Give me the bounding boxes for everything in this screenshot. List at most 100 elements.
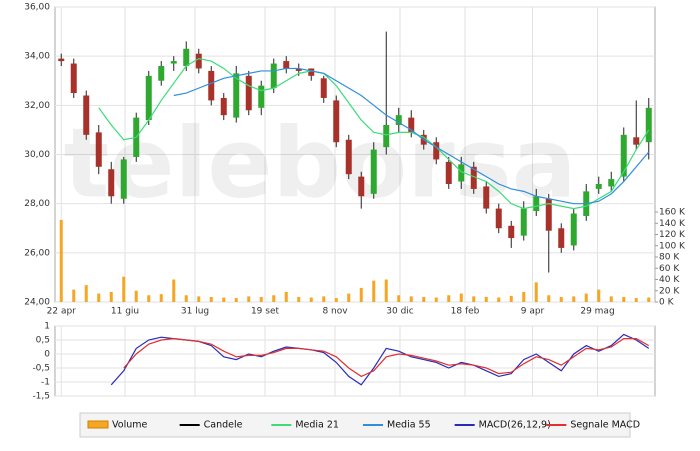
y-tick-label: -1 — [41, 378, 50, 388]
y2-tick-label: 0 K — [659, 298, 675, 308]
candle-body — [495, 208, 502, 229]
volume-bar — [522, 291, 526, 302]
legend-label: Media 21 — [295, 420, 339, 431]
candle-body — [433, 142, 440, 160]
candle-body — [595, 184, 602, 189]
candle-body — [520, 208, 527, 236]
volume-bar — [247, 296, 251, 302]
x-tick-label: 30 dic — [386, 307, 414, 317]
volume-bar — [447, 295, 451, 302]
volume-bar — [84, 285, 88, 302]
legend-item: Media 55 — [363, 420, 431, 431]
volume-bar — [59, 219, 63, 302]
candle-body — [208, 70, 215, 101]
y-tick-label: -1,5 — [32, 392, 50, 402]
candle-body — [333, 100, 340, 143]
macd-frame — [54, 325, 656, 397]
volume-bar — [609, 296, 613, 302]
volume-bar — [572, 296, 576, 302]
legend-label: Volume — [112, 420, 147, 431]
volume-bar — [559, 296, 563, 302]
volume-bar — [472, 296, 476, 302]
volume-bar — [497, 297, 501, 302]
y-tick-label: 0,5 — [36, 336, 50, 346]
candle-body — [470, 166, 477, 189]
candle-body — [533, 196, 540, 212]
candle-body — [145, 75, 152, 121]
candle-body — [370, 149, 377, 194]
candle-body — [245, 75, 252, 111]
candle-body — [170, 61, 177, 64]
candle-body — [120, 159, 127, 199]
candle-body — [483, 186, 490, 209]
volume-bar — [272, 295, 276, 302]
y-tick-label: 24,00 — [24, 298, 50, 308]
candle-body — [283, 61, 290, 69]
candle-body — [83, 95, 90, 135]
volume-bar — [197, 296, 201, 302]
volume-bar — [334, 298, 338, 302]
volume-bar — [397, 295, 401, 302]
y-tick-label: 32,00 — [24, 101, 50, 111]
volume-bar — [322, 296, 326, 302]
candle-body — [95, 132, 102, 167]
candle-body — [395, 115, 402, 125]
y-tick-label: -0,5 — [32, 364, 50, 374]
volume-bar — [647, 297, 651, 302]
candle-body — [445, 161, 452, 184]
candle-body — [158, 66, 165, 81]
volume-bar — [122, 276, 126, 302]
legend-item: Media 21 — [271, 420, 339, 431]
candle-body — [408, 117, 415, 133]
volume-bar — [134, 290, 138, 302]
volume-bar — [172, 279, 176, 302]
volume-bar — [284, 291, 288, 302]
x-tick-label: 11 giu — [111, 307, 139, 317]
legend-item: MACD(26,12,9) — [454, 420, 551, 431]
legend-item: Volume — [87, 420, 147, 431]
y-tick-label: 28,00 — [24, 199, 50, 209]
legend — [79, 412, 631, 438]
y2-tick-label: 140 K — [659, 219, 686, 229]
x-tick-label: 18 feb — [451, 307, 480, 317]
y-tick-label: 1 — [44, 322, 50, 332]
x-tick-label: 19 set — [251, 307, 280, 317]
volume-bar — [259, 296, 263, 302]
candle-body — [233, 73, 240, 118]
volume-bar — [534, 282, 538, 302]
candle-body — [270, 63, 277, 89]
y2-tick-label: 160 K — [659, 208, 686, 218]
volume-bar — [109, 291, 113, 302]
candle-body — [345, 139, 352, 175]
candle-body — [108, 169, 115, 197]
candle-body — [620, 134, 627, 177]
volume-bar — [309, 297, 313, 302]
y-tick-label: 36,00 — [24, 3, 50, 13]
y2-tick-label: 80 K — [659, 253, 680, 263]
volume-bar — [147, 295, 151, 302]
candle-body — [308, 68, 315, 76]
volume-bar — [509, 295, 513, 302]
y-tick-label: 30,00 — [24, 150, 50, 160]
legend-item: Segnale MACD — [546, 420, 640, 431]
legend-swatch — [87, 420, 109, 429]
x-tick-label: 22 apr — [47, 307, 77, 317]
y2-tick-label: 120 K — [659, 230, 686, 240]
volume-bar — [597, 289, 601, 302]
legend-label: MACD(26,12,9) — [479, 420, 551, 431]
candle-body — [383, 125, 390, 148]
line-series — [123, 337, 650, 378]
volume-bar — [97, 293, 101, 302]
volume-bar — [234, 298, 238, 302]
candle-body — [645, 107, 652, 143]
volume-bar — [547, 295, 551, 302]
volume-bar — [422, 296, 426, 302]
candle-body — [70, 63, 77, 94]
volume-bar — [297, 296, 301, 302]
candle-body — [508, 225, 515, 239]
candle-body — [58, 58, 65, 62]
y2-tick-label: 60 K — [659, 264, 680, 274]
candle-body — [183, 48, 190, 66]
candle-body — [295, 68, 302, 71]
legend-label: Segnale MACD — [570, 420, 640, 431]
